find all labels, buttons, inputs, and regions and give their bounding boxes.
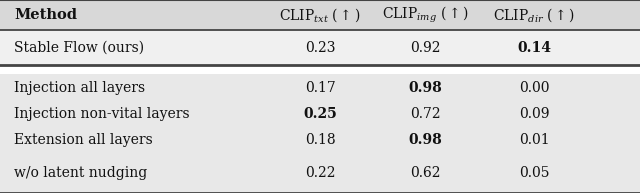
Text: 0.72: 0.72 bbox=[410, 107, 441, 121]
Text: 0.62: 0.62 bbox=[410, 166, 441, 180]
Bar bbox=[0, 30, 640, 65]
Bar bbox=[0, 74, 640, 193]
Text: Injection non-vital layers: Injection non-vital layers bbox=[14, 107, 189, 121]
Text: w/o latent nudging: w/o latent nudging bbox=[14, 166, 147, 180]
Text: 0.98: 0.98 bbox=[409, 133, 442, 147]
Text: CLIP$_{\mathit{dir}}$ ($\uparrow$): CLIP$_{\mathit{dir}}$ ($\uparrow$) bbox=[493, 6, 575, 24]
Text: Method: Method bbox=[14, 8, 77, 22]
Text: 0.22: 0.22 bbox=[305, 166, 335, 180]
Text: CLIP$_{\mathit{txt}}$ ($\uparrow$): CLIP$_{\mathit{txt}}$ ($\uparrow$) bbox=[279, 6, 361, 24]
Text: 0.23: 0.23 bbox=[305, 41, 335, 54]
Text: Extension all layers: Extension all layers bbox=[14, 133, 153, 147]
Text: 0.05: 0.05 bbox=[519, 166, 550, 180]
Text: 0.09: 0.09 bbox=[519, 107, 550, 121]
Text: 0.00: 0.00 bbox=[519, 80, 550, 95]
Bar bbox=[0, 0, 640, 30]
Text: 0.25: 0.25 bbox=[303, 107, 337, 121]
Text: 0.01: 0.01 bbox=[519, 133, 550, 147]
Text: 0.98: 0.98 bbox=[409, 80, 442, 95]
Text: CLIP$_{\mathit{img}}$ ($\uparrow$): CLIP$_{\mathit{img}}$ ($\uparrow$) bbox=[382, 5, 469, 25]
Text: 0.14: 0.14 bbox=[517, 41, 552, 54]
Text: Stable Flow (ours): Stable Flow (ours) bbox=[14, 41, 144, 54]
Text: Injection all layers: Injection all layers bbox=[14, 80, 145, 95]
Text: 0.17: 0.17 bbox=[305, 80, 335, 95]
Text: 0.92: 0.92 bbox=[410, 41, 441, 54]
Text: 0.18: 0.18 bbox=[305, 133, 335, 147]
